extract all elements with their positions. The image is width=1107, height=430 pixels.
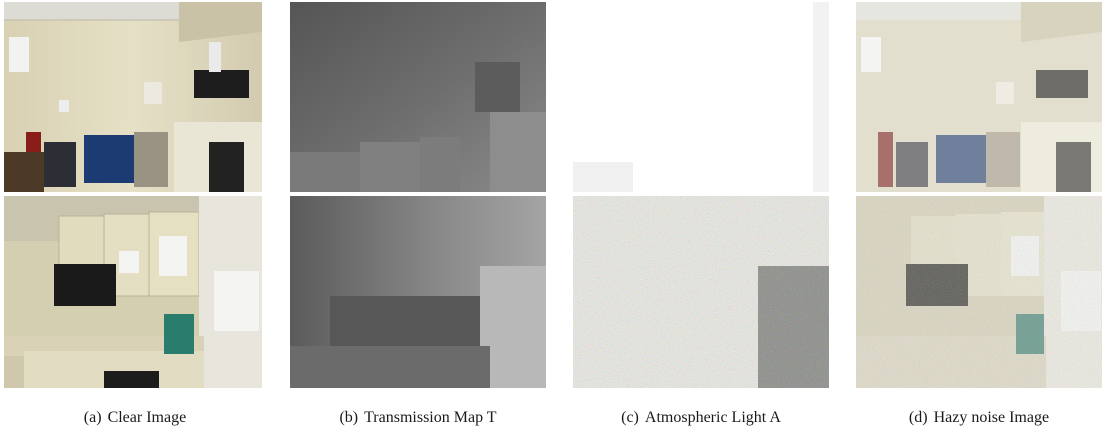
caption-text: Clear Image [107, 409, 187, 426]
caption-text: Atmospheric Light A [644, 409, 781, 426]
hazy-image-top [856, 2, 1102, 192]
clear-image-top [4, 2, 262, 192]
atmospheric-light-top [573, 2, 829, 192]
caption-atmospheric-light: (c) Atmospheric Light A [566, 410, 836, 426]
caption-text: Transmission Map T [364, 409, 497, 426]
caption-clear-image: (a) Clear Image [0, 410, 270, 426]
caption-text: Hazy noise Image [933, 409, 1050, 426]
caption-tag: (b) [339, 409, 359, 426]
caption-transmission-map: (b) Transmission Map T [283, 410, 553, 426]
hazy-image-bottom [856, 196, 1102, 388]
transmission-map-top [290, 2, 546, 192]
atmospheric-light-bottom [573, 196, 829, 388]
transmission-map-bottom [290, 196, 546, 388]
caption-tag: (a) [83, 409, 102, 426]
clear-image-bottom [4, 196, 262, 388]
caption-tag: (d) [908, 409, 928, 426]
caption-hazy-image: (d) Hazy noise Image [844, 410, 1107, 426]
caption-tag: (c) [621, 409, 639, 426]
